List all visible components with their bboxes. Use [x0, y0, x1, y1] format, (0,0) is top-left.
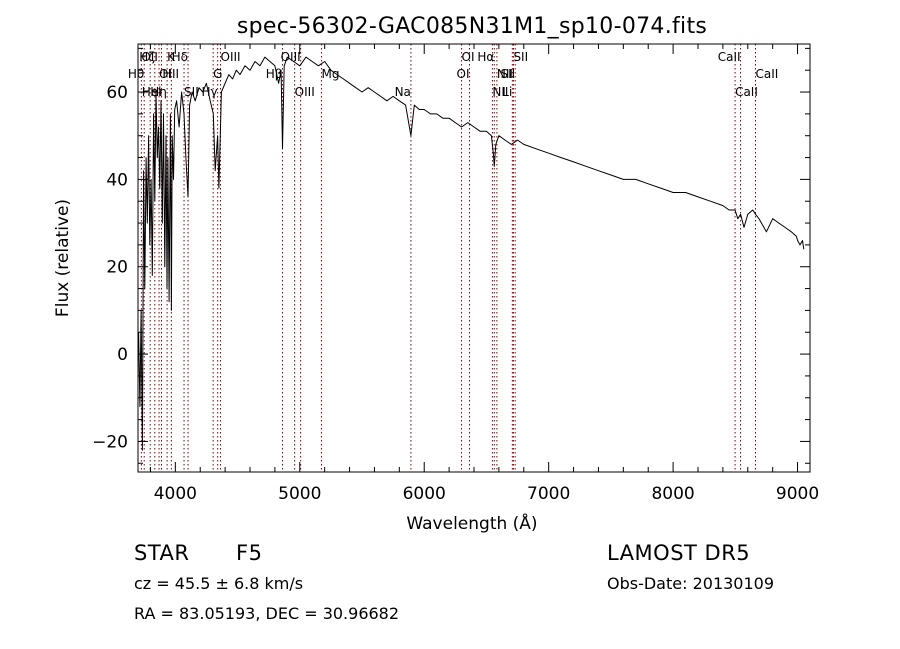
line-label: CaII: [735, 85, 758, 99]
y-axis-ticks: −20 0 20 40 60: [92, 47, 810, 464]
x-tick-label: 6000: [403, 484, 446, 504]
line-label: CaII: [718, 50, 741, 64]
spectral-line-labels: OII Hθ Hη Hζ OIII Hel KH SII Hδ G Hγ OIII Hβ OIII OIII…: [128, 50, 778, 99]
line-label: Hγ: [202, 85, 218, 99]
line-label: Hel: [142, 85, 162, 99]
line-label: NII: [492, 85, 508, 99]
line-label: Hζ: [139, 50, 155, 64]
observation-date: Obs-Date: 20130109: [607, 574, 775, 593]
survey-name: LAMOST DR5: [607, 541, 751, 565]
redshift-value: cz = 45.5 ± 6.8 km/s: [134, 574, 304, 593]
line-label: H: [162, 67, 171, 81]
x-axis-label: Wavelength (Å): [406, 512, 537, 534]
line-label: Hβ: [266, 67, 283, 81]
line-label: K: [167, 50, 176, 64]
line-label: SII: [500, 67, 515, 81]
line-label: Mg: [322, 67, 340, 81]
spectral-line-markers: [140, 44, 756, 472]
y-tick-label: 40: [106, 170, 128, 190]
x-tick-label: 9000: [776, 484, 819, 504]
line-label: Li: [502, 85, 512, 99]
line-label: OIII: [159, 67, 179, 81]
chart-title: spec-56302-GAC085N31M1_sp10-074.fits: [237, 14, 707, 39]
x-tick-label: 5000: [278, 484, 321, 504]
line-label: G: [213, 67, 222, 81]
line-label: Hδ: [172, 50, 188, 64]
x-tick-label: 4000: [154, 484, 197, 504]
plot-frame: [137, 43, 811, 473]
line-label: OII: [141, 50, 158, 64]
y-axis-label: Flux (relative): [53, 199, 73, 317]
line-label: OIII: [281, 50, 301, 64]
line-label: OI: [462, 50, 475, 64]
spectral-subclass: F5: [236, 541, 263, 565]
line-label: OIII: [295, 85, 315, 99]
y-tick-label: 60: [106, 83, 128, 103]
line-label: Na: [395, 85, 411, 99]
line-label: Hα: [477, 50, 494, 64]
x-tick-label: 7000: [527, 484, 570, 504]
object-class: STAR: [134, 541, 190, 565]
y-tick-label: 0: [117, 345, 128, 365]
line-label: Hθ: [128, 67, 144, 81]
line-label: CaII: [755, 67, 778, 81]
spectrum-line: [138, 56, 805, 451]
line-label: NII: [497, 67, 513, 81]
line-label: Hη: [150, 85, 167, 99]
line-label: OI: [457, 67, 470, 81]
line-label: OIII: [221, 50, 241, 64]
line-label: SII: [513, 50, 528, 64]
y-tick-label: 20: [106, 258, 128, 278]
x-tick-label: 8000: [651, 484, 694, 504]
x-axis-ticks: 4000 5000 6000 7000 8000 9000: [149, 44, 819, 504]
line-label: SII: [184, 85, 199, 99]
y-tick-label: −20: [92, 432, 128, 452]
coordinates: RA = 83.05193, DEC = 30.96682: [134, 604, 400, 623]
